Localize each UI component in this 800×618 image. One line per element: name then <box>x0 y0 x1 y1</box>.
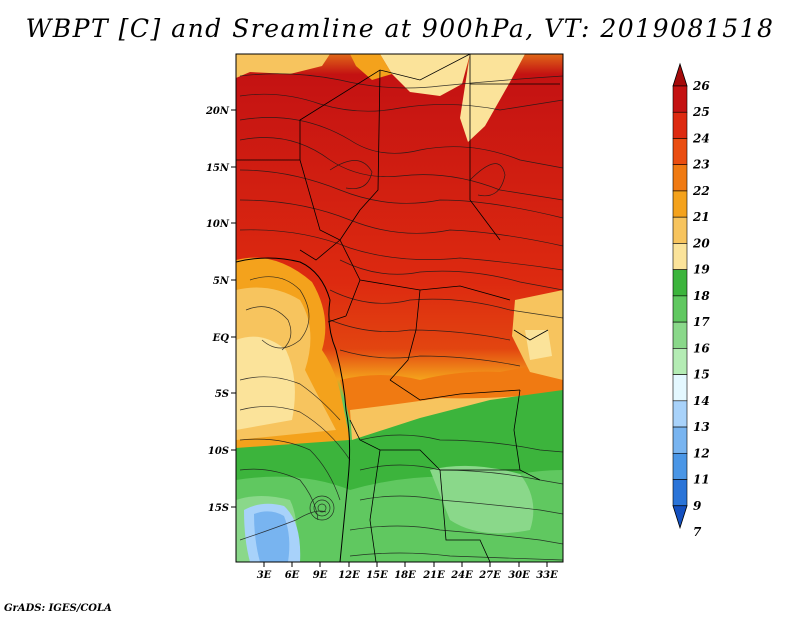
colorbar-swatch <box>672 452 688 480</box>
colorbar-label: 21 <box>692 210 710 224</box>
grads-credit: GrADS: IGES/COLA <box>4 603 112 614</box>
lat-label: 5N <box>213 276 230 287</box>
colorbar-label: 15 <box>693 368 710 382</box>
colorbar-swatch <box>672 479 688 507</box>
colorbar-swatch <box>672 321 688 349</box>
lat-label: 15N <box>206 163 230 174</box>
streamlines <box>239 73 563 561</box>
colorbar-swatch <box>672 243 688 270</box>
lat-label: 10S <box>208 446 229 457</box>
colorbar-label: 9 <box>693 499 702 513</box>
lat-axis <box>231 109 236 508</box>
country-borders <box>236 54 560 562</box>
plot-title: WBPT [C] and Sreamline at 900hPa, VT: 20… <box>25 14 775 43</box>
lon-label: 12E <box>338 570 360 581</box>
lon-label: 18E <box>394 570 416 581</box>
lat-label: 5S <box>215 389 229 400</box>
lon-label: 24E <box>450 570 473 581</box>
lon-label: 3E <box>257 570 272 581</box>
lat-label: EQ <box>212 333 230 344</box>
colorbar-swatch <box>672 295 688 323</box>
lat-label: 10N <box>206 219 230 230</box>
colorbar-swatch <box>672 190 688 218</box>
colorbar-label: 16 <box>693 341 710 355</box>
lat-labels: 20N 15N 10N 5N EQ 5S 10S 15S <box>205 106 230 514</box>
lon-label: 15E <box>366 570 388 581</box>
lon-label: 9E <box>313 570 328 581</box>
colorbar-label: 17 <box>693 315 710 329</box>
colorbar-top-arrow <box>672 62 688 87</box>
colorbar-bottom-arrow <box>672 505 688 530</box>
colorbar-label: 22 <box>692 184 710 198</box>
colorbar-label: 14 <box>693 394 710 408</box>
colorbar-swatch <box>672 138 688 166</box>
lon-label: 6E <box>285 570 300 581</box>
lon-labels: 3E 6E 9E 12E 15E 18E 21E 24E 27E 30E 33E <box>257 570 558 581</box>
colorbar-label: 12 <box>693 446 710 460</box>
map-frame <box>235 53 564 563</box>
lon-label: 21E <box>422 570 445 581</box>
wbpt-field <box>236 54 563 562</box>
colorbar-label: 18 <box>693 289 710 303</box>
colorbar-label: 26 <box>692 79 710 93</box>
colorbar-label: 20 <box>692 236 710 250</box>
lon-axis <box>263 562 548 567</box>
colorbar-label: 7 <box>693 525 702 539</box>
lon-label: 27E <box>478 570 501 581</box>
colorbar-swatch <box>672 348 688 375</box>
lat-label: 20N <box>205 106 230 117</box>
colorbar-label: 13 <box>693 420 710 434</box>
colorbar-label: 11 <box>693 473 710 487</box>
lat-label: 15S <box>208 503 229 514</box>
lon-label: 33E <box>536 570 558 581</box>
colorbar-swatch <box>672 85 688 113</box>
coastline <box>236 257 351 562</box>
colorbar-swatch <box>672 111 688 139</box>
colorbar-swatch <box>672 164 688 192</box>
colorbar-swatch <box>672 216 688 244</box>
colorbar-label: 25 <box>692 105 710 119</box>
lon-label: 30E <box>508 570 530 581</box>
colorbar-swatch <box>672 426 688 454</box>
colorbar-label: 23 <box>692 158 710 172</box>
colorbar-swatch <box>672 400 688 428</box>
colorbar-swatch <box>672 269 688 297</box>
colorbar: 26 25 24 23 22 21 20 19 18 17 16 15 14 13 12 11 9 7 <box>672 62 710 539</box>
colorbar-label: 19 <box>693 263 710 277</box>
colorbar-swatch <box>672 374 688 402</box>
colorbar-label: 24 <box>692 131 710 145</box>
